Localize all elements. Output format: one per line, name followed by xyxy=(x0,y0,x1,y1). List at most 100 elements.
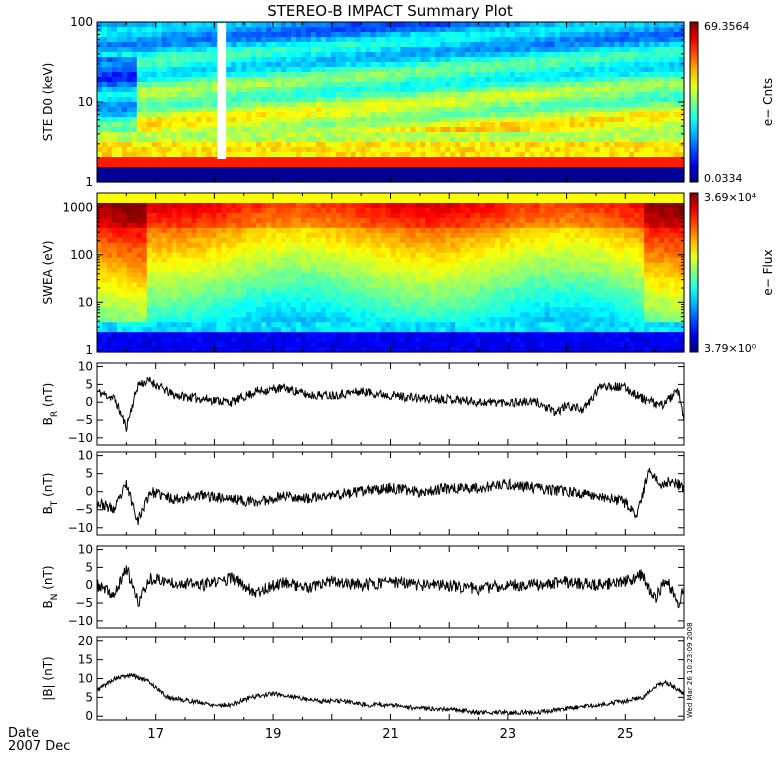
heatmap-cell xyxy=(554,52,561,58)
heatmap-cell xyxy=(315,42,322,48)
heatmap-cell xyxy=(519,87,526,93)
heatmap-cell xyxy=(674,77,680,83)
heatmap-cell xyxy=(106,252,113,259)
heatmap-cell xyxy=(111,237,118,244)
heatmap-cell xyxy=(176,62,183,68)
heatmap-cell xyxy=(375,67,382,73)
heatmap-cell xyxy=(106,337,113,343)
heatmap-cell xyxy=(226,247,232,254)
heatmap-cell xyxy=(350,57,357,63)
heatmap-cell xyxy=(330,77,337,83)
heatmap-cell xyxy=(345,22,352,28)
heatmap-cell xyxy=(201,267,208,274)
heatmap-cell xyxy=(465,132,471,138)
colorbar xyxy=(689,21,699,183)
heatmap-cell xyxy=(211,162,217,168)
heatmap-cell xyxy=(644,57,650,63)
heatmap-cell xyxy=(146,37,153,43)
heatmap-cell xyxy=(281,42,287,48)
heatmap-cell xyxy=(231,332,237,338)
heatmap-cell xyxy=(654,167,660,173)
heatmap-cell xyxy=(281,82,287,88)
heatmap-cell xyxy=(291,142,297,148)
heatmap-cell xyxy=(156,62,163,68)
heatmap-cell xyxy=(480,92,486,98)
heatmap-cell xyxy=(465,87,471,93)
heatmap-cell xyxy=(619,162,625,168)
heatmap-cell xyxy=(395,22,402,28)
heatmap-cell xyxy=(380,162,387,168)
heatmap-cell xyxy=(146,312,153,318)
heatmap-cell xyxy=(649,152,655,158)
heatmap-cell xyxy=(286,32,292,38)
heatmap-cell xyxy=(509,142,516,148)
heatmap-cell xyxy=(111,82,118,88)
heatmap-cell xyxy=(310,117,317,123)
heatmap-cell xyxy=(509,112,516,118)
heatmap-cell xyxy=(171,193,178,199)
heatmap-cell xyxy=(166,272,173,279)
heatmap-cell xyxy=(475,137,481,143)
heatmap-cell xyxy=(261,287,267,293)
heatmap-cell xyxy=(97,122,103,128)
heatmap-cell xyxy=(186,87,193,93)
heatmap-cell xyxy=(166,337,173,343)
heatmap-cell xyxy=(609,67,615,73)
heatmap-cell xyxy=(176,193,183,199)
heatmap-cell xyxy=(191,222,198,229)
heatmap-cell xyxy=(121,67,128,73)
heatmap-cell xyxy=(121,287,128,293)
heatmap-cell xyxy=(654,132,660,138)
heatmap-cell xyxy=(211,277,217,284)
heatmap-cell xyxy=(121,302,128,308)
heatmap-cell xyxy=(554,147,561,153)
heatmap-cell xyxy=(256,287,262,293)
heatmap-cell xyxy=(584,57,591,63)
heatmap-cell xyxy=(480,112,486,118)
heatmap-cell xyxy=(489,172,496,178)
heatmap-cell xyxy=(266,117,272,123)
heatmap-cell xyxy=(325,177,332,183)
heatmap-cell xyxy=(360,42,367,48)
heatmap-cell xyxy=(271,157,277,163)
heatmap-cell xyxy=(569,87,576,93)
heatmap-cell xyxy=(529,57,536,63)
heatmap-cell xyxy=(480,72,486,78)
heatmap-cell xyxy=(251,267,257,274)
heatmap-cell xyxy=(141,177,148,183)
heatmap-cell xyxy=(465,172,471,178)
heatmap-cell xyxy=(136,307,143,313)
heatmap-cell xyxy=(529,177,536,183)
heatmap-cell xyxy=(196,37,203,43)
heatmap-cell xyxy=(186,247,193,254)
heatmap-cell xyxy=(126,102,133,108)
heatmap-cell xyxy=(266,177,272,183)
heatmap-cell xyxy=(146,132,153,138)
heatmap-cell xyxy=(499,172,506,178)
heatmap-cell xyxy=(430,162,436,168)
heatmap-cell xyxy=(485,32,491,38)
heatmap-cell xyxy=(156,212,163,219)
heatmap-cell xyxy=(191,232,198,239)
heatmap-cell xyxy=(196,127,203,133)
heatmap-cell xyxy=(425,77,431,83)
heatmap-cell xyxy=(116,267,123,274)
heatmap-cell xyxy=(564,97,571,103)
heatmap-cell xyxy=(390,77,397,83)
heatmap-cell xyxy=(475,32,481,38)
heatmap-cell xyxy=(519,117,526,123)
heatmap-cell xyxy=(485,82,491,88)
heatmap-cell xyxy=(614,27,620,33)
heatmap-cell xyxy=(186,257,193,264)
heatmap-cell xyxy=(176,237,183,244)
heatmap-cell xyxy=(634,82,640,88)
heatmap-cell xyxy=(271,117,277,123)
heatmap-cell xyxy=(101,147,108,153)
heatmap-cell xyxy=(659,82,665,88)
heatmap-cell xyxy=(435,77,441,83)
heatmap-cell xyxy=(544,82,551,88)
heatmap-cell xyxy=(111,337,118,343)
heatmap-cell xyxy=(166,57,173,63)
heatmap-cell xyxy=(524,117,531,123)
heatmap-cell xyxy=(679,22,685,28)
